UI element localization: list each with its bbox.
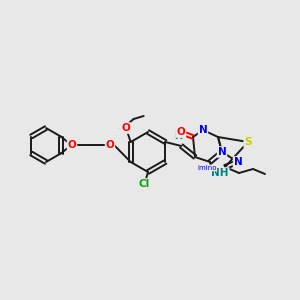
Text: O: O [121, 123, 130, 133]
Text: Cl: Cl [138, 179, 150, 189]
Text: N: N [218, 147, 226, 157]
Text: N: N [234, 157, 242, 167]
Text: O: O [106, 140, 114, 150]
Text: O: O [68, 140, 76, 150]
Text: S: S [244, 137, 252, 147]
Text: O: O [177, 127, 185, 137]
Text: NH: NH [211, 168, 229, 178]
Text: imino: imino [197, 165, 217, 171]
Text: H: H [174, 131, 182, 141]
Text: N: N [199, 125, 207, 135]
